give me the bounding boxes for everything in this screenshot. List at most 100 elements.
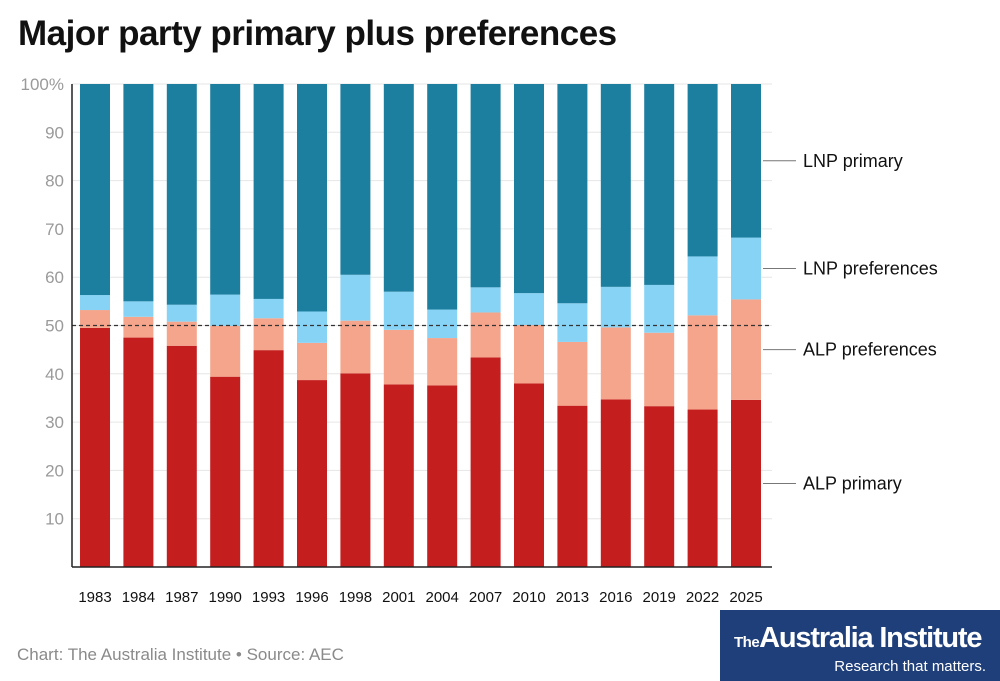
bar-segment-lnp-primary [600, 84, 631, 287]
bar-segment-lnp-preferences [340, 274, 371, 321]
logo-the: The [734, 634, 760, 651]
bar-segment-alp-primary [253, 350, 284, 567]
chart-credit: Chart: The Australia Institute • Source:… [17, 645, 344, 664]
bar-segment-alp-preferences [123, 316, 154, 338]
bar-segment-alp-primary [557, 405, 588, 567]
bar-stacks [80, 84, 761, 567]
bar-segment-lnp-primary [514, 84, 544, 294]
bar-segment-alp-preferences [470, 312, 501, 358]
bar-segment-alp-preferences [731, 299, 761, 400]
bar-segment-lnp-primary [687, 84, 718, 257]
y-tick-label: 30 [45, 413, 64, 432]
bar-segment-alp-primary [166, 345, 197, 567]
bar-segment-lnp-preferences [253, 298, 284, 319]
bar-stack-2010 [514, 84, 544, 567]
australia-institute-logo: TheAustralia Institute Research that mat… [720, 610, 1000, 681]
bar-segment-alp-primary [210, 376, 241, 567]
bar-segment-alp-preferences [514, 325, 544, 384]
bar-segment-lnp-preferences [514, 293, 544, 326]
y-tick-label: 60 [45, 268, 64, 287]
x-tick-label: 1998 [339, 589, 372, 606]
bar-segment-lnp-primary [123, 84, 154, 302]
bar-segment-lnp-primary [470, 84, 501, 288]
bar-segment-alp-preferences [253, 318, 284, 351]
bar-segment-lnp-primary [644, 84, 675, 285]
bar-segment-lnp-primary [297, 84, 327, 312]
bar-stack-2013 [557, 84, 588, 567]
bar-segment-alp-primary [644, 406, 675, 567]
y-tick-label: 70 [45, 220, 64, 239]
bar-segment-lnp-preferences [644, 284, 675, 333]
bar-segment-lnp-preferences [687, 256, 718, 316]
bar-segment-lnp-preferences [470, 287, 501, 313]
x-tick-label: 2016 [599, 589, 632, 606]
bar-segment-lnp-primary [80, 84, 110, 296]
legend-label: ALP primary [803, 473, 902, 493]
bar-segment-lnp-preferences [731, 237, 761, 300]
legend-label: LNP primary [803, 151, 903, 171]
y-tick-label: 10 [45, 510, 64, 529]
bar-segment-alp-preferences [80, 310, 110, 328]
bar-segment-alp-preferences [600, 327, 631, 400]
bar-segment-alp-primary [514, 383, 544, 567]
bar-stack-2019 [644, 84, 675, 567]
axes: 10 20 30 40 50 60 70 80 90 100% 1983 1984 1987 1990 19… [21, 75, 772, 606]
bar-stack-2016 [600, 84, 631, 567]
x-tick-label: 1993 [252, 589, 285, 606]
legend: LNP primary LNP preferences ALP preference… [763, 151, 938, 493]
x-tick-label: 2004 [426, 589, 459, 606]
bar-segment-lnp-preferences [166, 304, 197, 322]
bar-segment-lnp-preferences [427, 309, 458, 339]
bar-segment-alp-primary [731, 399, 761, 567]
bar-stack-1990 [210, 84, 241, 567]
bar-segment-alp-preferences [644, 332, 675, 407]
bar-segment-alp-preferences [210, 325, 241, 377]
bar-segment-alp-preferences [557, 341, 588, 406]
logo-name: Australia Institute [759, 622, 982, 654]
x-tick-label: 2001 [382, 589, 415, 606]
x-tick-label: 1987 [165, 589, 198, 606]
x-tick-label: 2025 [729, 589, 762, 606]
legend-label: ALP preferences [803, 340, 937, 360]
bar-stack-1996 [297, 84, 327, 567]
legend-item-lnp-primary: LNP primary [763, 151, 903, 171]
y-tick-label: 50 [45, 317, 64, 336]
logo-wordmark: TheAustralia Institute [734, 622, 983, 655]
bar-segment-lnp-preferences [123, 301, 154, 317]
bar-segment-alp-primary [470, 357, 501, 567]
bar-segment-lnp-primary [383, 84, 414, 292]
legend-item-alp-preferences: ALP preferences [763, 340, 937, 360]
bar-stack-1984 [123, 84, 154, 567]
bar-segment-lnp-preferences [600, 286, 631, 328]
bar-stack-1983 [80, 84, 110, 567]
bar-segment-alp-primary [297, 380, 327, 567]
legend-label: LNP preferences [803, 259, 938, 279]
bar-segment-lnp-primary [166, 84, 197, 305]
x-tick-label: 1990 [209, 589, 242, 606]
bar-segment-alp-primary [427, 385, 458, 567]
bar-segment-alp-preferences [427, 338, 458, 386]
x-tick-label: 1983 [78, 589, 111, 606]
x-tick-label: 1984 [122, 589, 155, 606]
bar-stack-2001 [383, 84, 414, 567]
bar-stack-1993 [253, 84, 284, 567]
bar-segment-lnp-primary [253, 84, 284, 299]
bar-segment-lnp-preferences [297, 311, 327, 343]
x-tick-label: 2013 [556, 589, 589, 606]
legend-item-alp-primary: ALP primary [763, 473, 902, 493]
x-tick-label: 2007 [469, 589, 502, 606]
bar-segment-alp-preferences [687, 315, 718, 410]
bar-segment-lnp-primary [731, 84, 761, 238]
bar-segment-alp-primary [600, 399, 631, 567]
bar-stack-2007 [470, 84, 501, 567]
x-tick-label: 2022 [686, 589, 719, 606]
bar-segment-lnp-preferences [210, 294, 241, 326]
bar-stack-2025 [731, 84, 761, 567]
bar-segment-lnp-preferences [557, 303, 588, 342]
bar-stack-1987 [166, 84, 197, 567]
bar-stack-2004 [427, 84, 458, 567]
bar-segment-alp-primary [383, 384, 414, 567]
bar-stack-1998 [340, 84, 371, 567]
x-tick-label: 2019 [643, 589, 676, 606]
y-tick-label: 90 [45, 123, 64, 142]
